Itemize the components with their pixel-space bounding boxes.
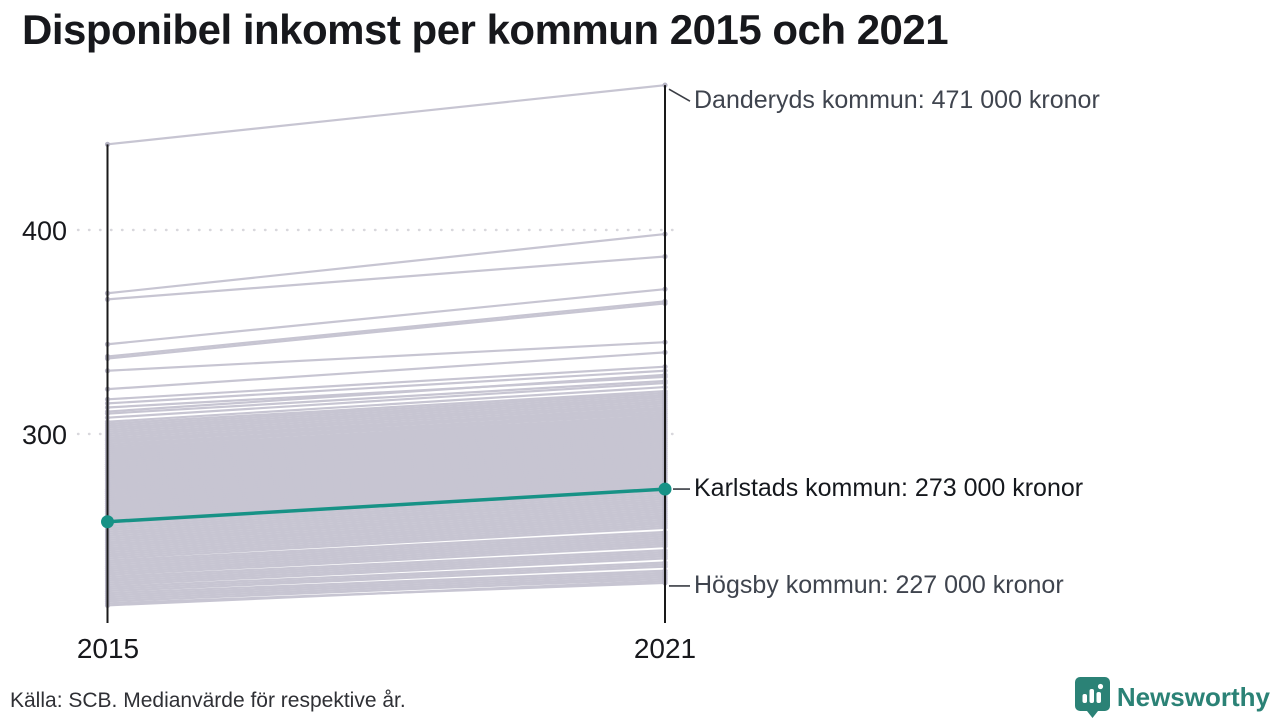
x-label-2015: 2015 (77, 633, 139, 664)
source-note: Källa: SCB. Medianvärde för respektive å… (10, 689, 406, 712)
background-lines (104, 82, 668, 608)
y-tick-400: 400 (22, 216, 67, 246)
bar-chart-speech-bubble-icon (1074, 677, 1110, 718)
annotation-connectors (668, 88, 691, 587)
highlight-line (101, 482, 672, 529)
x-label-2021: 2021 (634, 633, 696, 664)
annotation-danderyd: Danderyds kommun: 471 000 kronor (694, 86, 1100, 115)
newsworthy-wordmark: Newsworthy (1116, 682, 1270, 712)
annotation-hogsby: Högsby kommun: 227 000 kronor (694, 570, 1064, 599)
newsworthy-logo: Newsworthy (1074, 677, 1270, 718)
y-tick-300: 300 (22, 420, 67, 450)
axes (106, 85, 666, 623)
annotation-karlstad: Karlstads kommun: 273 000 kronor (694, 474, 1084, 503)
chart-title: Disponibel inkomst per kommun 2015 och 2… (22, 6, 949, 53)
